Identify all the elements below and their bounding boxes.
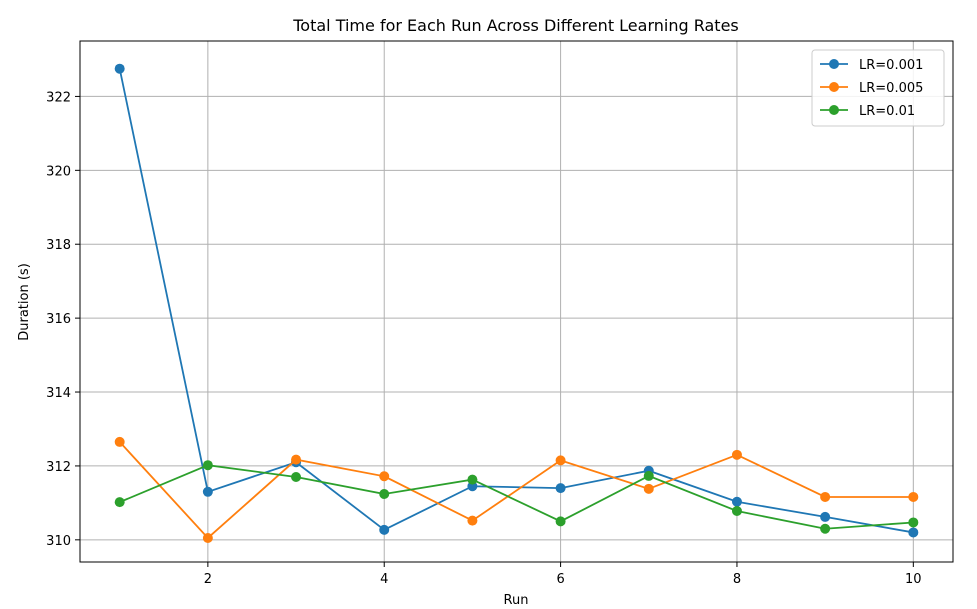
data-point — [820, 511, 831, 522]
x-axis-ticks: 2 4 6 8 10 — [204, 562, 922, 587]
y-tick-label: 322 — [46, 90, 71, 105]
data-point — [731, 496, 742, 507]
data-point — [820, 491, 831, 502]
x-tick-label: 10 — [905, 572, 922, 587]
y-tick-label: 312 — [46, 460, 71, 475]
y-tick-label: 314 — [46, 386, 71, 401]
series-layer — [114, 63, 919, 543]
legend-marker — [829, 82, 839, 92]
series-line — [118, 68, 914, 534]
y-tick-label: 316 — [46, 312, 71, 327]
x-tick-label: 8 — [733, 572, 741, 587]
data-point — [555, 483, 566, 494]
y-axis-label: Duration (s) — [17, 263, 32, 341]
data-point — [467, 474, 478, 485]
legend-marker — [829, 59, 839, 69]
legend-label: LR=0.01 — [859, 104, 915, 119]
y-tick-label: 318 — [46, 238, 71, 253]
data-point — [643, 470, 654, 481]
x-tick-label: 6 — [556, 572, 564, 587]
y-axis-ticks: 310 312 314 316 318 320 322 — [46, 90, 80, 549]
data-point — [291, 472, 302, 483]
series-3 — [114, 460, 919, 534]
data-point — [379, 489, 390, 500]
data-point — [467, 515, 478, 526]
legend-item: LR=0.005 — [820, 81, 923, 96]
y-tick-label: 320 — [46, 164, 71, 179]
y-tick-label: 310 — [46, 534, 71, 549]
data-point — [908, 517, 919, 528]
data-point — [202, 486, 213, 497]
data-point — [731, 506, 742, 517]
data-point — [555, 516, 566, 527]
legend: LR=0.001 LR=0.005 LR=0.01 — [811, 49, 945, 127]
data-point — [202, 460, 213, 471]
series-line — [119, 464, 914, 530]
data-point — [202, 532, 213, 543]
data-point — [643, 483, 654, 494]
series-2 — [114, 436, 919, 543]
data-point — [114, 63, 125, 74]
data-point — [555, 455, 566, 466]
data-point — [114, 436, 125, 447]
data-point — [379, 524, 390, 535]
legend-marker — [829, 105, 839, 115]
grid-lines — [80, 41, 953, 562]
x-tick-label: 2 — [204, 572, 212, 587]
data-point — [379, 471, 390, 482]
x-tick-label: 4 — [380, 572, 388, 587]
legend-item: LR=0.001 — [820, 58, 923, 73]
data-point — [908, 491, 919, 502]
chart-title: Total Time for Each Run Across Different… — [292, 16, 739, 35]
series-line — [119, 441, 914, 540]
data-point — [820, 523, 831, 534]
legend-label: LR=0.001 — [859, 58, 923, 73]
x-axis-label: Run — [504, 593, 529, 608]
legend-label: LR=0.005 — [859, 81, 923, 96]
data-point — [731, 449, 742, 460]
data-point — [908, 527, 919, 538]
data-point — [114, 497, 125, 508]
legend-box — [811, 49, 945, 127]
legend-item: LR=0.01 — [820, 104, 915, 119]
data-point — [291, 454, 302, 465]
plot-frame — [79, 40, 954, 563]
